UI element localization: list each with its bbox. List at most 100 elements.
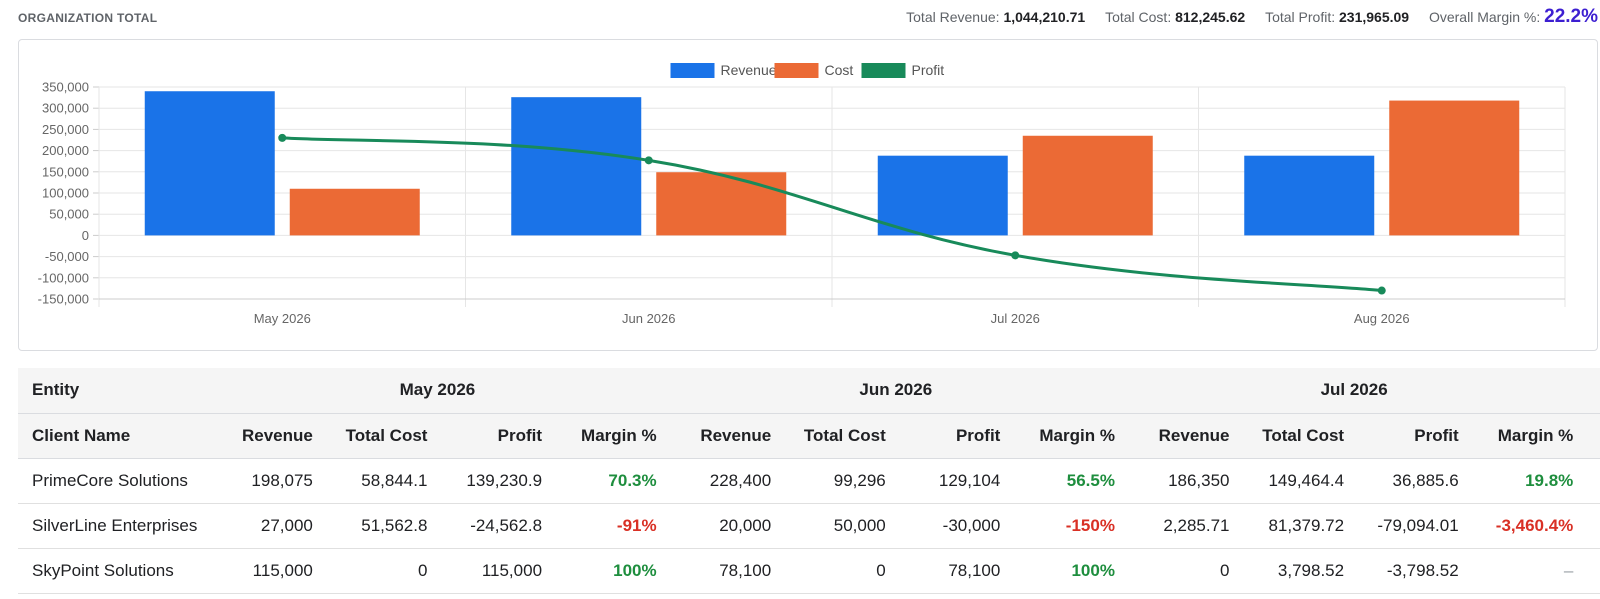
value-cell: 0 — [322, 548, 438, 594]
y-tick-label: 300,000 — [42, 101, 89, 116]
column-header[interactable]: Profit — [1354, 412, 1469, 459]
y-tick-label: 250,000 — [42, 122, 89, 137]
column-header[interactable]: Total Cost — [1239, 412, 1355, 459]
summary-metrics: Total Revenue: 1,044,210.71 Total Cost: … — [890, 6, 1598, 28]
legend-swatch-revenue — [670, 63, 715, 78]
value-cell: -24,562.8 — [437, 503, 553, 549]
legend-swatch-profit — [861, 63, 906, 78]
margin-cell: – — [1468, 548, 1584, 594]
column-header[interactable]: Profit — [437, 412, 553, 459]
legend-swatch-cost — [774, 63, 819, 78]
revenue-bar — [511, 97, 642, 236]
cost-bar — [289, 188, 420, 236]
total-profit-metric: Total Profit: 231,965.09 — [1265, 9, 1409, 25]
y-tick-label: 150,000 — [42, 164, 89, 179]
value-cell: 81,379.72 — [1239, 503, 1355, 549]
value-cell: 198,075 — [208, 458, 323, 504]
legend-label-cost: Cost — [825, 62, 854, 78]
client-pnl-table: Entity May 2026 Jun 2026 Jul 2026 Client Na… — [18, 368, 1600, 594]
y-tick-label: 200,000 — [42, 143, 89, 158]
column-header[interactable]: Margin % — [552, 412, 667, 459]
value-cell: 115,000 — [437, 548, 553, 594]
margin-cell: -3,460.4% — [1468, 503, 1584, 549]
y-tick-label: 350,000 — [42, 80, 89, 95]
column-header[interactable]: Total Cost — [322, 412, 438, 459]
value-cell: 0 — [781, 548, 896, 594]
margin-cell: 70.3% — [552, 458, 667, 504]
cost-bar — [1389, 100, 1520, 236]
overall-margin-metric: Overall Margin %: 22.2% — [1429, 6, 1598, 28]
column-header-row: Client Name Revenue Total Cost Profit Margin… — [18, 412, 1600, 459]
value-cell: -79,094.01 — [1354, 503, 1469, 549]
value-cell — [1583, 548, 1600, 594]
margin-cell: 56.5% — [1010, 458, 1125, 504]
column-header[interactable]: Total Cost — [781, 412, 896, 459]
total-cost-value: 812,245.62 — [1175, 9, 1246, 25]
value-cell: 115,000 — [208, 548, 323, 594]
client-name-header[interactable]: Client Name — [18, 412, 209, 459]
chart-card: 350,000 300,000 250,000 200,000 150,000 100,0… — [18, 39, 1598, 351]
value-cell: 228,400 — [666, 458, 782, 504]
margin-cell: -150% — [1010, 503, 1125, 549]
table-container[interactable]: Entity May 2026 Jun 2026 Jul 2026 Client Na… — [18, 368, 1600, 599]
value-cell: 78,100 — [666, 548, 782, 594]
overall-margin-value: 22.2% — [1544, 6, 1598, 27]
total-revenue-label: Total Revenue: — [906, 9, 1000, 25]
profit-point — [1011, 251, 1020, 260]
y-tick-label: 100,000 — [42, 186, 89, 201]
value-cell: 149,464.4 — [1239, 458, 1355, 504]
column-header[interactable]: Margin % — [1010, 412, 1125, 459]
column-header[interactable]: Revenue — [666, 412, 782, 459]
y-tick-label: 0 — [82, 228, 89, 243]
total-revenue-value: 1,044,210.71 — [1003, 9, 1086, 25]
total-cost-metric: Total Cost: 812,245.62 — [1105, 9, 1245, 25]
total-revenue-metric: Total Revenue: 1,044,210.71 — [906, 9, 1085, 25]
total-profit-value: 231,965.09 — [1339, 9, 1410, 25]
total-cost-label: Total Cost: — [1105, 9, 1172, 25]
client-name-cell: PrimeCore Solutions — [18, 458, 209, 504]
value-cell: 78,100 — [895, 548, 1011, 594]
value-cell: 36,885.6 — [1354, 458, 1469, 504]
x-tick-label: Aug 2026 — [1354, 311, 1410, 326]
column-header[interactable]: Profit — [895, 412, 1011, 459]
value-cell: 3,798.52 — [1239, 548, 1355, 594]
x-tick-label: May 2026 — [254, 311, 311, 326]
table-row[interactable]: PrimeCore Solutions 198,075 58,844.1 139,23… — [18, 458, 1600, 504]
month-group-header: May 2026 — [208, 368, 667, 413]
month-group-header — [1583, 368, 1600, 413]
profit-point — [278, 133, 287, 142]
value-cell: -30,000 — [895, 503, 1011, 549]
value-cell: 186,350 — [1124, 458, 1240, 504]
legend-label-profit: Profit — [912, 62, 945, 78]
x-tick-label: Jul 2026 — [991, 311, 1040, 326]
value-cell: 58,844.1 — [322, 458, 438, 504]
y-tick-label: -100,000 — [38, 270, 89, 285]
column-header[interactable]: R — [1583, 412, 1600, 459]
client-name-cell: SilverLine Enterprises — [18, 503, 209, 549]
value-cell: 50,000 — [781, 503, 896, 549]
value-cell: -3,798.52 — [1354, 548, 1469, 594]
value-cell: 99,296 — [781, 458, 896, 504]
column-header[interactable]: Margin % — [1468, 412, 1584, 459]
margin-cell: 100% — [552, 548, 667, 594]
column-header[interactable]: Revenue — [208, 412, 323, 459]
value-cell — [1583, 458, 1600, 504]
month-group-header: Jun 2026 — [666, 368, 1125, 413]
value-cell: 129,104 — [895, 458, 1011, 504]
table-row[interactable]: SilverLine Enterprises 27,000 51,562.8 -24,… — [18, 503, 1600, 549]
value-cell: 139,230.9 — [437, 458, 553, 504]
month-group-header-row: Entity May 2026 Jun 2026 Jul 2026 — [18, 368, 1600, 413]
margin-cell: 100% — [1010, 548, 1125, 594]
page-title: ORGANIZATION TOTAL — [18, 11, 158, 25]
column-header[interactable]: Revenue — [1124, 412, 1240, 459]
y-tick-label: -50,000 — [45, 249, 89, 264]
value-cell: 27,000 — [208, 503, 323, 549]
x-tick-label: Jun 2026 — [622, 311, 676, 326]
revenue-bar — [1244, 155, 1375, 236]
y-tick-label: -150,000 — [38, 292, 89, 307]
margin-cell: -91% — [552, 503, 667, 549]
profit-point — [644, 156, 653, 165]
legend-label-revenue: Revenue — [721, 62, 777, 78]
cost-bar — [656, 172, 787, 236]
table-row[interactable]: SkyPoint Solutions 115,000 0 115,000 100% 78,… — [18, 548, 1600, 594]
